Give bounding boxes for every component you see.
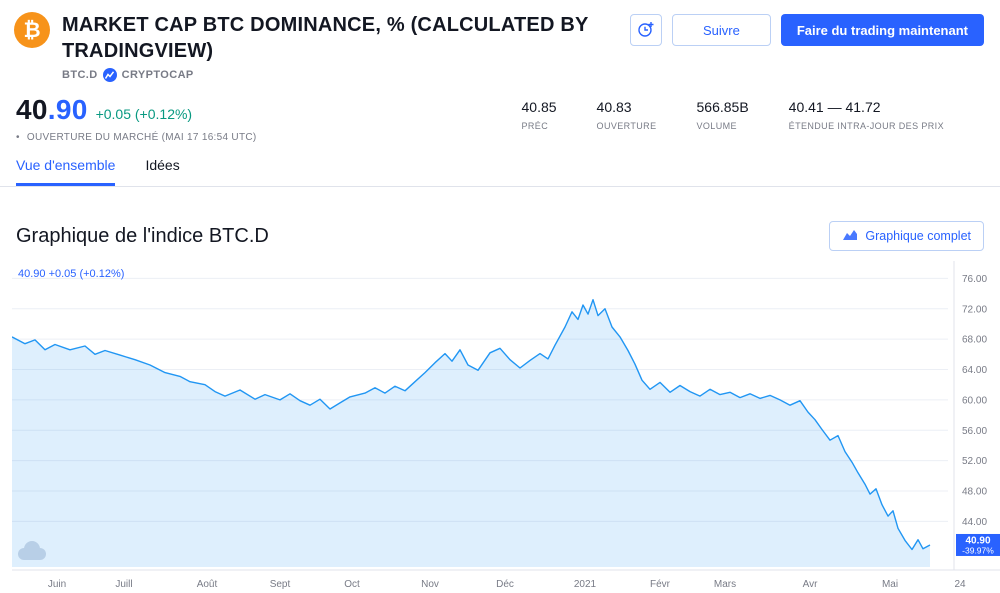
symbol-header: ₿ MARKET CAP BTC DOMINANCE, % (CALCULATE… — [0, 0, 1000, 82]
market-status-time: (MAI 17 16:54 UTC) — [161, 132, 257, 143]
price-line-path — [12, 299, 931, 551]
stat-open: 40.83 OUVERTURE — [597, 99, 657, 131]
y-axis-label: 60.00 — [962, 395, 987, 406]
tab-ideas[interactable]: Idées — [145, 157, 180, 173]
tradingview-watermark-icon — [18, 541, 46, 560]
y-axis-label: 52.00 — [962, 456, 987, 467]
quote-section: 40 .90 +0.05 (+0.12%) • OUVERTURE DU MAR… — [0, 82, 1000, 143]
badge-period-change: -39.97% — [962, 545, 994, 555]
last-price-dec: .90 — [47, 94, 88, 125]
tab-bar: Vue d'ensemble Idées — [0, 143, 1000, 187]
chart-container: 76.00 72.00 68.00 64.00 60.00 56.00 52.00 48.00… — [12, 261, 1000, 593]
market-status-text: OUVERTURE DU MARCHÉ — [26, 132, 159, 143]
follow-button[interactable]: Suivre — [671, 14, 771, 46]
full-chart-button[interactable]: Graphique complet — [829, 221, 984, 251]
area-chart-icon — [842, 228, 858, 245]
stat-value: 40.83 — [596, 99, 632, 115]
y-axis-label: 76.00 — [962, 274, 987, 285]
stat-day-range: 40.41 — 41.72 ÉTENDUE INTRA-JOUR DES PRI… — [789, 99, 944, 131]
key-stats: 40.85 PRÉC 40.83 OUVERTURE 566.85B VOLUM… — [522, 94, 945, 131]
y-axis-label: 56.00 — [962, 426, 987, 437]
badge-price: 40.90 — [965, 535, 990, 546]
bitcoin-logo-icon: ₿ — [14, 12, 50, 48]
dominance-chart[interactable]: 76.00 72.00 68.00 64.00 60.00 56.00 52.00 48.00… — [12, 261, 1000, 593]
area-fill — [12, 299, 930, 567]
trade-now-button[interactable]: Faire du trading maintenant — [780, 14, 984, 46]
stat-label: OUVERTURE — [596, 121, 657, 131]
market-status-line: • OUVERTURE DU MARCHÉ (MAI 17 16:54 UTC) — [16, 132, 257, 143]
y-axis-label: 72.00 — [962, 304, 987, 315]
symbol-subtitle: BTC.D CRYPTOCAP — [62, 68, 614, 82]
chart-section-title: Graphique de l'indice BTC.D — [16, 224, 269, 247]
exchange-name: CRYPTOCAP — [121, 69, 194, 81]
y-axis-label: 48.00 — [962, 487, 987, 498]
cryptocap-icon — [102, 68, 117, 82]
create-alert-button[interactable] — [629, 14, 662, 46]
market-status-dot-icon: • — [16, 132, 20, 143]
y-axis-label: 64.00 — [962, 365, 987, 376]
symbol-code: BTC.D — [62, 69, 98, 81]
chart-section-head: Graphique de l'indice BTC.D Graphique co… — [0, 221, 1000, 251]
price-change: +0.05 (+0.12%) — [95, 106, 193, 122]
price-line: 40 .90 +0.05 (+0.12%) — [16, 94, 257, 126]
stat-value: 40.41 — 41.72 — [788, 99, 881, 115]
stat-volume: 566.85B VOLUME — [697, 99, 749, 131]
price-block: 40 .90 +0.05 (+0.12%) • OUVERTURE DU MAR… — [16, 94, 257, 143]
chart-overlay-quote: 40.90 +0.05 (+0.12%) — [18, 268, 124, 280]
full-chart-label: Graphique complet — [865, 229, 971, 243]
stat-label: VOLUME — [696, 121, 737, 131]
title-block: MARKET CAP BTC DOMINANCE, % (CALCULATED … — [62, 12, 614, 82]
last-price-int: 40 — [16, 94, 48, 125]
stat-value: 566.85B — [696, 99, 749, 115]
stat-prev: 40.85 PRÉC — [522, 99, 557, 131]
tab-overview[interactable]: Vue d'ensemble — [16, 157, 116, 186]
y-axis-label: 68.00 — [962, 335, 987, 346]
stat-label: ÉTENDUE INTRA-JOUR DES PRIX — [788, 121, 944, 131]
alert-clock-plus-icon — [637, 20, 655, 41]
last-price-badge — [956, 533, 1000, 556]
stat-value: 40.85 — [521, 99, 557, 115]
page-title: MARKET CAP BTC DOMINANCE, % (CALCULATED … — [62, 14, 589, 62]
header-actions: Suivre Faire du trading maintenant — [629, 12, 984, 46]
stat-label: PRÉC — [521, 121, 549, 131]
y-axis-label: 44.00 — [962, 517, 987, 528]
